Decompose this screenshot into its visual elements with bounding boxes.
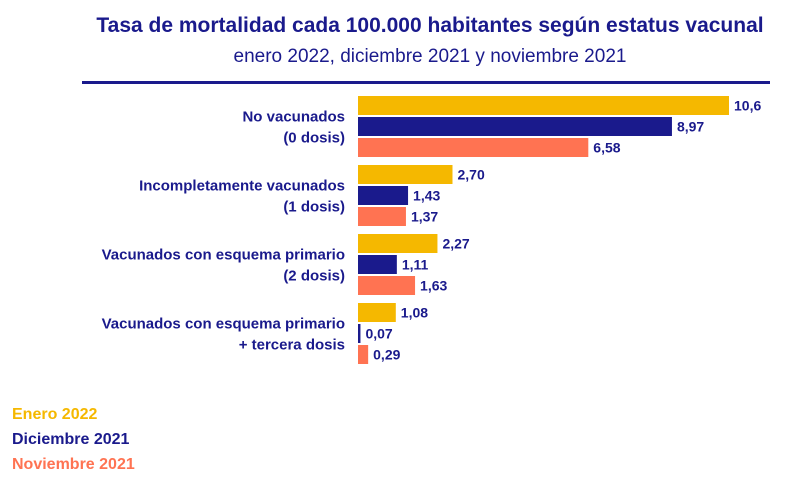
legend-item-enero: Enero 2022 — [12, 406, 98, 423]
data-label: 8,97 — [677, 119, 704, 135]
data-label: 2,27 — [442, 236, 469, 252]
data-label: 0,07 — [365, 326, 392, 342]
data-label: 1,11 — [402, 257, 429, 273]
data-label: 6,58 — [593, 140, 620, 156]
bar-enero — [358, 303, 396, 322]
data-label: 1,37 — [411, 209, 438, 225]
category-label: + tercera dosis — [239, 337, 345, 354]
data-label: 1,43 — [413, 188, 440, 204]
chart-title: Tasa de mortalidad cada 100.000 habitant… — [96, 14, 764, 37]
title-divider — [82, 81, 770, 84]
category-label: (1 dosis) — [283, 199, 345, 216]
legend-item-diciembre: Diciembre 2021 — [12, 431, 130, 448]
bar-enero — [358, 165, 453, 184]
legend: Enero 2022 Diciembre 2021 Noviembre 2021 — [12, 402, 135, 477]
bar-diciembre — [358, 117, 672, 136]
category-label: Incompletamente vacunados — [139, 178, 345, 195]
bar-diciembre — [358, 324, 361, 343]
category-label: (2 dosis) — [283, 268, 345, 285]
bar-noviembre — [358, 138, 589, 157]
category-label: No vacunados — [242, 109, 345, 126]
bar-noviembre — [358, 345, 369, 364]
category-label: (0 dosis) — [283, 130, 345, 147]
chart-subtitle: enero 2022, diciembre 2021 y noviembre 2… — [233, 46, 627, 67]
bar-noviembre — [358, 207, 406, 226]
bar-diciembre — [358, 255, 397, 274]
legend-item-noviembre: Noviembre 2021 — [12, 456, 135, 473]
data-label: 2,70 — [458, 167, 485, 183]
data-label: 10,6 — [734, 98, 761, 114]
data-label: 0,29 — [373, 347, 400, 363]
category-label: Vacunados con esquema primario — [102, 247, 345, 264]
category-label: Vacunados con esquema primario — [102, 316, 345, 333]
bar-diciembre — [358, 186, 409, 205]
data-label: 1,08 — [401, 305, 428, 321]
bar-enero — [358, 96, 729, 115]
bar-noviembre — [358, 276, 416, 295]
data-label: 1,63 — [420, 278, 447, 294]
bar-enero — [358, 234, 438, 253]
